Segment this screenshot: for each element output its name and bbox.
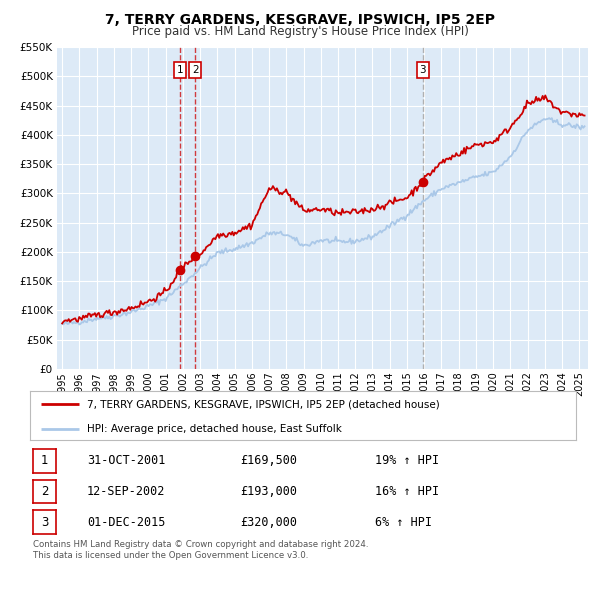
Text: Price paid vs. HM Land Registry's House Price Index (HPI): Price paid vs. HM Land Registry's House … [131, 25, 469, 38]
Text: 2: 2 [41, 485, 48, 498]
Text: 1: 1 [176, 65, 183, 75]
Text: 7, TERRY GARDENS, KESGRAVE, IPSWICH, IP5 2EP: 7, TERRY GARDENS, KESGRAVE, IPSWICH, IP5… [105, 13, 495, 27]
Text: 31-OCT-2001: 31-OCT-2001 [87, 454, 166, 467]
Text: 6% ↑ HPI: 6% ↑ HPI [375, 516, 432, 529]
Text: £193,000: £193,000 [240, 485, 297, 498]
Text: HPI: Average price, detached house, East Suffolk: HPI: Average price, detached house, East… [88, 424, 342, 434]
Text: 3: 3 [41, 516, 48, 529]
Text: 1: 1 [41, 454, 48, 467]
Text: £169,500: £169,500 [240, 454, 297, 467]
Text: 2: 2 [192, 65, 199, 75]
Text: £320,000: £320,000 [240, 516, 297, 529]
Text: 3: 3 [419, 65, 426, 75]
Text: 16% ↑ HPI: 16% ↑ HPI [375, 485, 439, 498]
Text: 01-DEC-2015: 01-DEC-2015 [87, 516, 166, 529]
Text: Contains HM Land Registry data © Crown copyright and database right 2024.
This d: Contains HM Land Registry data © Crown c… [33, 540, 368, 560]
Text: 7, TERRY GARDENS, KESGRAVE, IPSWICH, IP5 2EP (detached house): 7, TERRY GARDENS, KESGRAVE, IPSWICH, IP5… [88, 399, 440, 409]
Text: 12-SEP-2002: 12-SEP-2002 [87, 485, 166, 498]
Text: 19% ↑ HPI: 19% ↑ HPI [375, 454, 439, 467]
